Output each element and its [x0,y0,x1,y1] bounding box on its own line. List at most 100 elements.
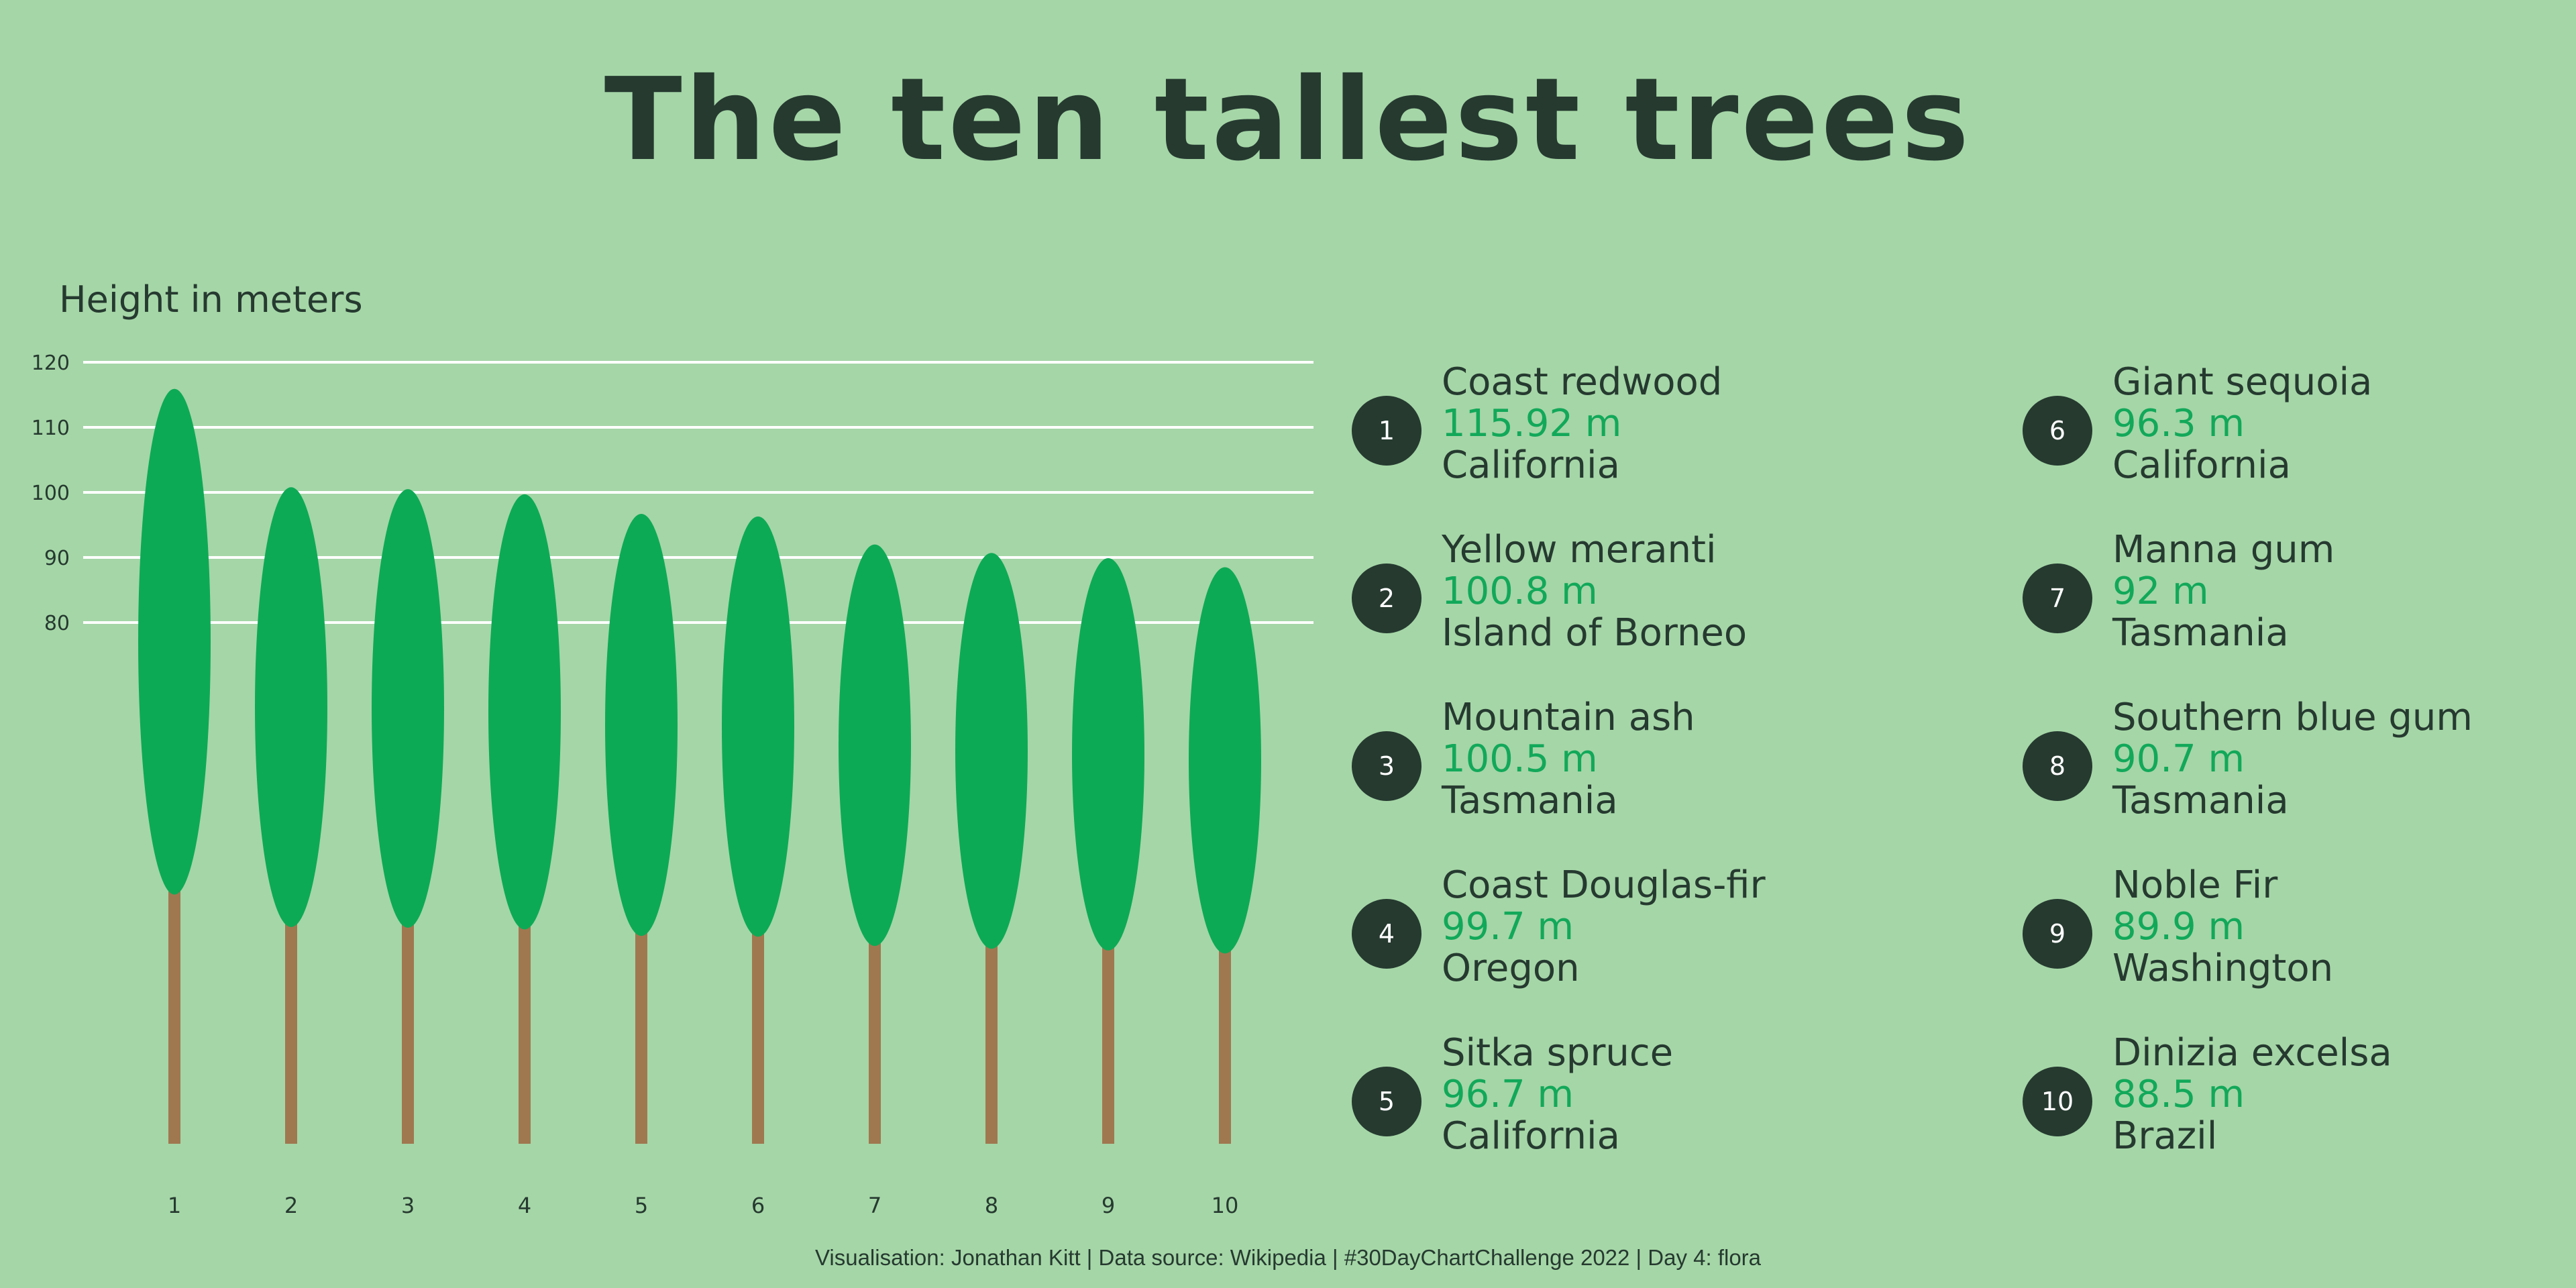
tree-region: Tasmania [2112,779,2289,822]
tree-trunk [402,920,414,1144]
tree-name: Mountain ash [1442,696,1695,739]
x-tick-label: 9 [1102,1193,1115,1218]
tree-region: Brazil [2112,1114,2218,1158]
tree-region: Washington [2112,947,2334,990]
ranking-item: 3 Mountain ash 100.5 m Tasmania [1352,697,1955,835]
trees [138,388,1261,1144]
x-tick-label: 2 [284,1193,298,1218]
rank-badge: 2 [1352,564,1421,633]
ranking-item: 6 Giant sequoia 96.3 m California [2023,362,2576,500]
rank-text: Manna gum 92 m Tasmania [2112,529,2334,654]
rank-badge: 9 [2023,899,2092,969]
tree-region: Oregon [1442,947,1580,990]
y-tick-label: 100 [32,482,70,505]
tree-height: 100.8 m [1442,570,1598,613]
rank-text: Giant sequoia 96.3 m California [2112,362,2372,486]
tree-region: California [1442,1114,1620,1158]
rank-badge: 8 [2023,731,2092,801]
ranking-item: 5 Sitka spruce 96.7 m California [1352,1032,1955,1171]
tree [1072,557,1144,1144]
ranking-item: 10 Dinizia excelsa 88.5 m Brazil [2023,1032,2576,1171]
tree [955,553,1028,1144]
tree-height: 99.7 m [1442,905,1574,949]
ranking-item: 8 Southern blue gum 90.7 m Tasmania [2023,697,2576,835]
tree-crown [138,388,211,895]
tree-trunk [285,920,297,1144]
rank-badge: 1 [1352,396,1421,466]
tree-region: California [1442,443,1620,487]
ranking-item: 4 Coast Douglas-fir 99.7 m Oregon [1352,865,1955,1003]
rank-text: Mountain ash 100.5 m Tasmania [1442,697,1695,822]
tree-height: 89.9 m [2112,905,2245,949]
x-tick-label: 10 [1212,1193,1239,1218]
tree [138,388,211,1144]
tree-trunk [519,922,531,1144]
ranking-item: 9 Noble Fir 89.9 m Washington [2023,865,2576,1003]
tree-name: Southern blue gum [2112,696,2473,739]
tree-height: 88.5 m [2112,1073,2245,1116]
tree [1189,567,1261,1144]
tree-name: Dinizia excelsa [2112,1031,2392,1075]
rank-text: Noble Fir 89.9 m Washington [2112,865,2333,989]
rank-text: Southern blue gum 90.7 m Tasmania [2112,697,2473,822]
tree-trunk [1102,943,1114,1144]
tree-chart: 80 90 100 110 120 1 2 3 4 5 6 7 8 9 10 [32,352,1313,1218]
tree-name: Coast redwood [1442,360,1723,404]
tree-name: Noble Fir [2112,863,2278,907]
tree [605,514,678,1144]
tree [372,489,444,1144]
y-tick-label: 110 [32,417,70,440]
x-tick-label: 7 [868,1193,881,1218]
tree-name: Giant sequoia [2112,360,2373,404]
rank-text: Sitka spruce 96.7 m California [1442,1032,1673,1157]
tree-height: 92 m [2112,570,2209,613]
y-axis-ticks: 80 90 100 110 120 [32,352,70,635]
tree-crown [255,487,327,928]
x-tick-label: 8 [985,1193,998,1218]
tree-crown [488,494,561,930]
rank-badge: 7 [2023,564,2092,633]
tree [839,544,911,1144]
tree-height: 100.5 m [1442,737,1598,781]
x-tick-label: 1 [168,1193,181,1218]
tree-crown [1072,557,1144,951]
x-tick-label: 3 [401,1193,415,1218]
tree-trunk [985,942,998,1144]
rank-badge: 6 [2023,396,2092,466]
tree-trunk [752,930,764,1144]
tree-trunk [1219,947,1231,1144]
x-tick-label: 6 [751,1193,765,1218]
tree-height: 96.3 m [2112,402,2245,445]
x-tick-label: 5 [635,1193,648,1218]
tree-height: 115.92 m [1442,402,1622,445]
tree-crown [839,544,911,947]
tree-name: Sitka spruce [1442,1031,1674,1075]
tree-crown [605,514,678,936]
x-axis-ticks: 1 2 3 4 5 6 7 8 9 10 [168,1193,1239,1218]
tree [722,516,794,1144]
tree-height: 90.7 m [2112,737,2245,781]
tree-crown [955,553,1028,949]
caption: Visualisation: Jonathan Kitt | Data sour… [814,1245,1762,1270]
y-tick-label: 80 [44,612,70,635]
rank-badge: 3 [1352,731,1421,801]
ranking-item: 1 Coast redwood 115.92 m California [1352,362,1955,500]
ranking-item: 2 Yellow meranti 100.8 m Island of Borneo [1352,529,1955,667]
tree-name: Yellow meranti [1442,528,1717,572]
tree-name: Coast Douglas-fir [1442,863,1766,907]
rank-badge: 10 [2023,1067,2092,1136]
rank-text: Coast redwood 115.92 m California [1442,362,1722,486]
y-axis-label: Height in meters [59,278,363,321]
tree-trunk [869,939,881,1144]
tree-region: Tasmania [1442,779,1618,822]
tree-crown [1189,567,1261,954]
tree-name: Manna gum [2112,528,2335,572]
rank-text: Coast Douglas-fir 99.7 m Oregon [1442,865,1766,989]
x-tick-label: 4 [518,1193,531,1218]
tree-region: Island of Borneo [1442,611,1748,655]
y-tick-label: 90 [44,547,70,570]
tree-trunk [168,888,180,1144]
rank-text: Yellow meranti 100.8 m Island of Borneo [1442,529,1747,654]
tree [255,487,327,1144]
tree-crown [722,516,794,937]
